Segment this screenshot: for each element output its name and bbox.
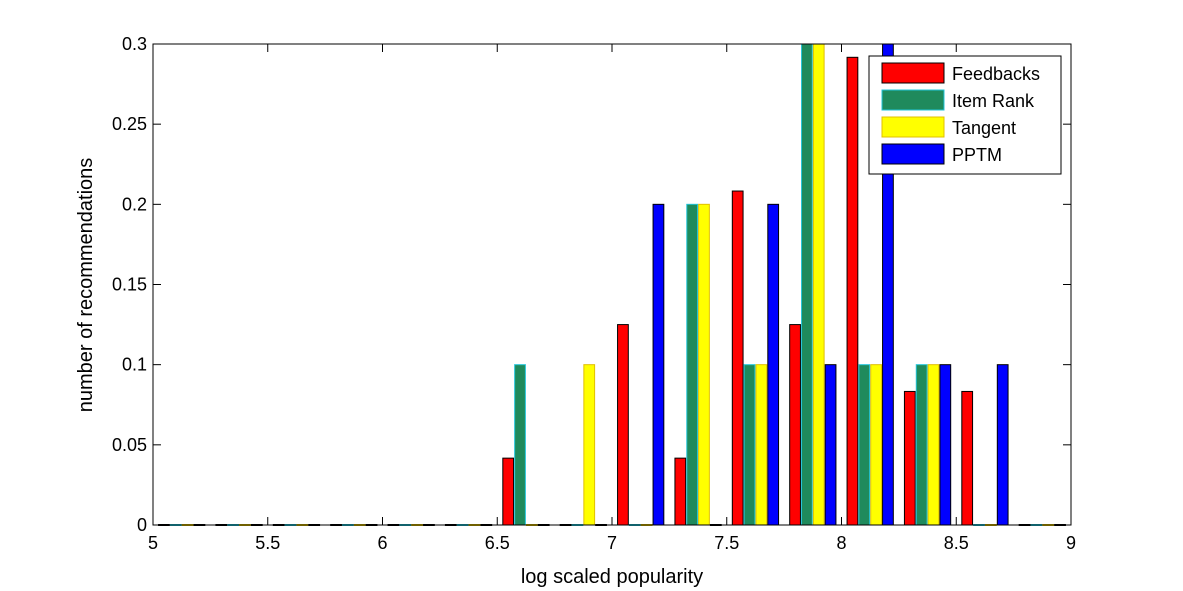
legend-swatch-item-rank [881,89,945,111]
legend-label-tangent: Tangent [952,118,1016,138]
bar-feedbacks [617,324,629,526]
x-tick-label: 8 [836,533,846,553]
x-tick-label: 6.5 [485,533,510,553]
bar-pptm [824,364,837,526]
bar-tangent [755,364,768,526]
x-tick-label: 7 [607,533,617,553]
bar-feedbacks [846,56,859,526]
legend-swatch-tangent [881,116,945,138]
x-axis-label: log scaled popularity [521,566,703,588]
bar-feedbacks [903,390,916,526]
bar-pptm [996,364,1009,526]
bar-item-rank [915,364,928,526]
y-tick-label: 0.25 [112,114,147,134]
bar-item-rank [801,43,813,526]
bar-item-rank [743,364,756,526]
legend-label-item-rank: Item Rank [952,91,1035,111]
bar-tangent [698,203,710,526]
legend-label-pptm: PPTM [952,145,1002,165]
bar-pptm [767,203,780,526]
bar-tangent [583,364,596,526]
bar-feedbacks [674,457,687,526]
bar-tangent [870,364,882,526]
bar-item-rank [858,364,871,526]
y-tick-label: 0.1 [122,355,147,375]
bar-feedbacks [961,390,974,526]
y-tick-label: 0 [137,515,147,535]
y-tick-label: 0.15 [112,275,147,295]
x-tick-label: 9 [1066,533,1076,553]
x-tick-label: 6 [377,533,387,553]
bar-tangent [812,43,825,526]
y-axis: 0 0.05 0.1 0.15 0.2 0.25 0.3 [112,34,1071,535]
legend-swatch-pptm [881,143,945,165]
x-axis: 5 5.5 6 6.5 7 7.5 8 8.5 9 [148,44,1076,553]
y-tick-label: 0.05 [112,435,147,455]
y-axis-label: number of recommendations [75,158,97,413]
bar-pptm [652,203,665,526]
bar-feedbacks [789,324,801,526]
legend: Feedbacks Item Rank Tangent PPTM [868,55,1062,175]
y-tick-label: 0.2 [122,194,147,214]
x-tick-label: 5 [148,533,158,553]
x-tick-label: 5.5 [255,533,280,553]
legend-label-feedbacks: Feedbacks [952,64,1040,84]
x-tick-label: 7.5 [714,533,739,553]
bar-item-rank [686,203,699,526]
bar-pptm [939,364,952,526]
bar-item-rank [514,364,526,526]
bars-layer [158,43,1066,526]
bar-feedbacks [502,457,515,526]
bar-feedbacks [731,190,744,526]
bar-tangent [927,364,940,526]
x-tick-label: 8.5 [944,533,969,553]
y-tick-label: 0.3 [122,34,147,54]
legend-swatch-feedbacks [881,62,945,84]
